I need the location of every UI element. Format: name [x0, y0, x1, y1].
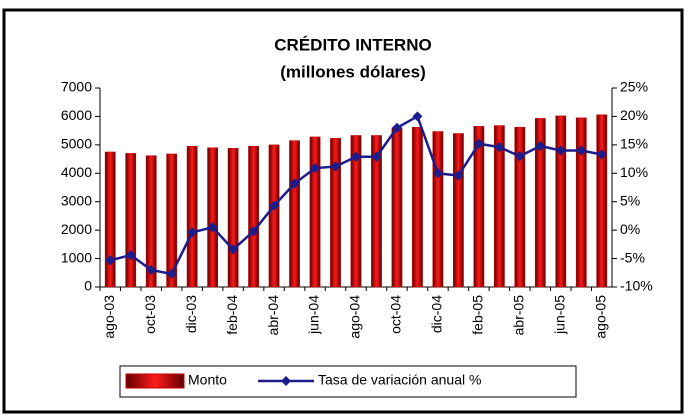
bar: [391, 127, 403, 288]
bar: [575, 117, 587, 288]
bar: [330, 138, 341, 288]
bar: [514, 126, 526, 288]
marker: [432, 168, 443, 179]
marker: [207, 222, 218, 233]
marker: [351, 151, 361, 162]
marker: [146, 264, 157, 275]
marker: [514, 151, 525, 162]
frame: [2, 8, 684, 414]
bar: [412, 126, 423, 288]
bar: [534, 118, 546, 288]
y2-tick-label: -10%: [620, 278, 653, 294]
bar: [432, 131, 444, 288]
marker: [596, 149, 607, 160]
legend-box: [119, 365, 577, 398]
x-tick-label: jun-05: [552, 295, 568, 335]
x-tick-label: ago-04: [347, 295, 363, 339]
x-tick-label: ago-03: [101, 295, 117, 339]
x-tick-label: abr-04: [265, 295, 281, 336]
bar: [596, 114, 608, 288]
y-tick-label: 1000: [61, 249, 92, 265]
legend-marker: [281, 376, 291, 386]
y2-tick-label: 20%: [620, 107, 648, 123]
y-tick-label: 7000: [61, 79, 92, 95]
y2-tick-label: 5%: [620, 192, 640, 208]
x-tick-label: feb-04: [224, 295, 240, 335]
bar: [186, 146, 198, 288]
bar: [248, 146, 259, 288]
marker: [473, 138, 484, 149]
y2-tick-label: 15%: [620, 136, 648, 152]
x-tick-label: ago-05: [592, 295, 608, 339]
y-tick-label: 3000: [61, 192, 92, 208]
bar: [166, 153, 178, 288]
bar: [453, 133, 464, 288]
marker: [555, 145, 566, 156]
y-tick-label: 4000: [61, 164, 92, 180]
marker: [125, 250, 136, 261]
bar: [555, 115, 567, 288]
marker: [248, 226, 259, 237]
marker: [494, 142, 505, 153]
marker: [228, 244, 239, 255]
x-tick-label: jun-04: [306, 295, 322, 335]
bar: [493, 125, 505, 288]
bar: [371, 135, 382, 288]
chart-title: CRÉDITO INTERNO: [274, 35, 431, 54]
y-tick-label: 6000: [61, 107, 92, 123]
chart-subtitle: (millones dólares): [280, 62, 425, 81]
y2-tick-label: 0%: [620, 221, 640, 237]
bar: [207, 147, 219, 288]
marker: [535, 140, 546, 151]
y-tick-label: 0: [84, 278, 92, 294]
x-tick-label: dic-04: [429, 295, 445, 333]
marker: [371, 151, 382, 162]
y2-tick-label: 10%: [620, 164, 648, 180]
y2-tick-label: 25%: [620, 79, 648, 95]
x-tick-label: oct-03: [142, 295, 158, 334]
bar: [350, 135, 362, 288]
marker: [187, 227, 198, 238]
x-tick-label: oct-04: [388, 295, 404, 334]
bar: [473, 126, 485, 288]
y2-tick-label: -5%: [620, 249, 645, 265]
marker: [330, 161, 341, 172]
bar: [227, 148, 239, 288]
x-tick-label: dic-03: [183, 295, 199, 333]
bar: [309, 136, 321, 288]
bar: [289, 140, 300, 288]
marker: [453, 170, 464, 181]
marker: [576, 145, 587, 156]
legend-label: Tasa de variación anual %: [318, 372, 481, 388]
marker: [412, 111, 423, 122]
marker: [289, 178, 300, 189]
marker: [310, 163, 321, 174]
bar: [145, 155, 157, 288]
marker: [269, 200, 280, 211]
marker: [105, 255, 116, 266]
bar: [104, 151, 116, 288]
bar: [125, 153, 137, 288]
x-tick-label: abr-05: [511, 295, 527, 336]
y-tick-label: 2000: [61, 221, 92, 237]
bar: [268, 144, 280, 288]
y-tick-label: 5000: [61, 136, 92, 152]
marker: [391, 122, 402, 133]
x-tick-label: feb-05: [470, 295, 486, 335]
legend-swatch: [125, 373, 185, 389]
marker: [166, 268, 177, 279]
legend-label: Monto: [188, 372, 227, 388]
